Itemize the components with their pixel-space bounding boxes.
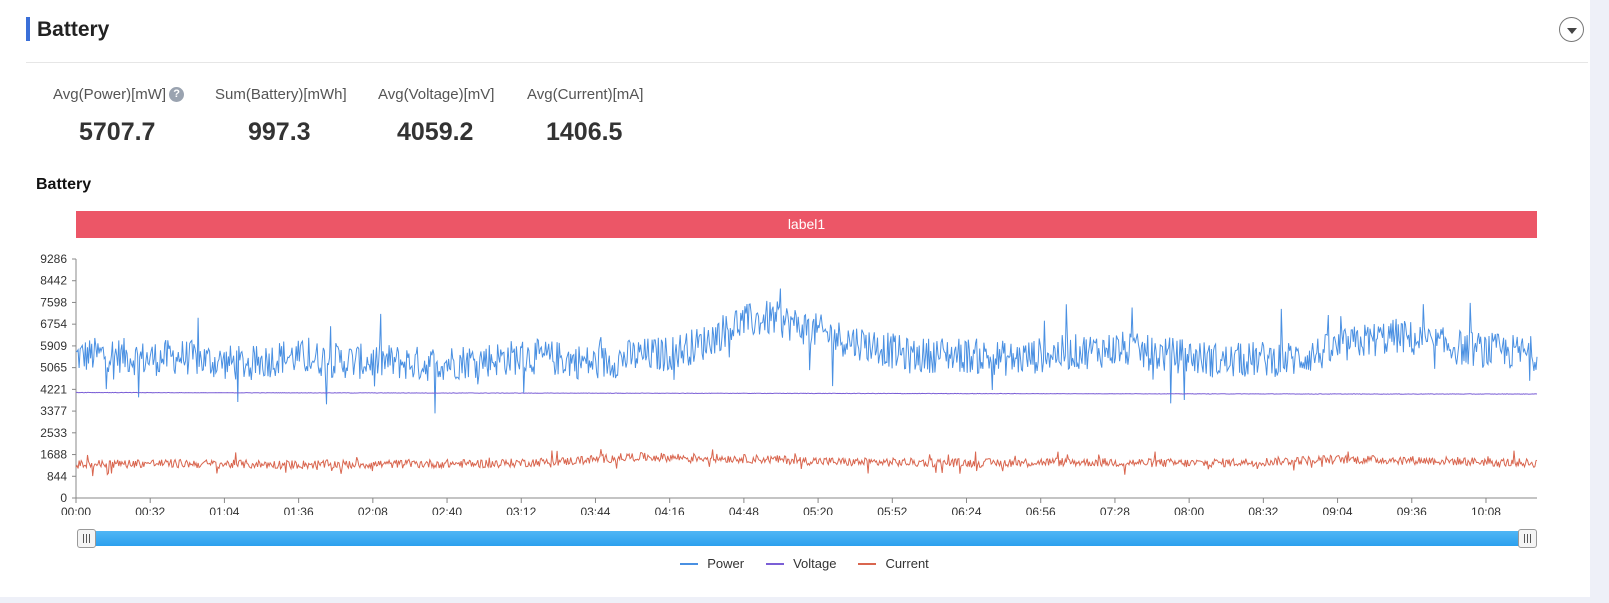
battery-line-chart[interactable]: 0 844 1688 2533 3377 4221 5065 5909 6754 7598 8442… bbox=[0, 245, 1609, 515]
y-tick-label: 6754 bbox=[40, 317, 67, 331]
y-tick-label: 7598 bbox=[40, 295, 67, 309]
help-icon[interactable]: ? bbox=[169, 86, 185, 102]
y-tick-label: 1688 bbox=[40, 448, 67, 462]
x-tick-label: 04:16 bbox=[655, 505, 685, 515]
metric-avg-current: Avg(Current)[mA] 1406.5 bbox=[527, 84, 644, 147]
legend-label: Current bbox=[885, 556, 929, 571]
series-line-power bbox=[75, 288, 1538, 414]
section-accent-bar bbox=[26, 17, 30, 41]
y-tick-label: 8442 bbox=[40, 274, 67, 288]
y-tick-label: 5909 bbox=[40, 339, 67, 353]
x-tick-label: 08:32 bbox=[1248, 505, 1278, 515]
metric-value: 4059.2 bbox=[397, 118, 474, 146]
legend-label: Power bbox=[707, 556, 745, 571]
metric-label: Avg(Current)[mA] bbox=[527, 85, 644, 103]
divider bbox=[26, 62, 1588, 63]
metric-value: 1406.5 bbox=[546, 118, 623, 146]
x-tick-label: 01:04 bbox=[209, 505, 239, 515]
metric-sum-battery: Sum(Battery)[mWh] 997.3 bbox=[215, 84, 347, 147]
legend-swatch bbox=[680, 562, 699, 565]
range-slider-track[interactable] bbox=[80, 531, 1533, 546]
x-tick-label: 00:32 bbox=[135, 505, 165, 515]
chart-legend: Power Voltage Current bbox=[0, 556, 1609, 571]
metric-label: Avg(Power)[mW] bbox=[53, 85, 167, 103]
x-tick-label: 03:12 bbox=[506, 505, 536, 515]
metric-label: Avg(Voltage)[mV] bbox=[378, 85, 495, 103]
metric-avg-power: Avg(Power)[mW]? 5707.7 bbox=[53, 84, 185, 146]
series-line-current bbox=[75, 449, 1538, 477]
range-slider-end-handle[interactable] bbox=[1518, 529, 1537, 548]
legend-item-voltage[interactable]: Voltage bbox=[766, 556, 836, 571]
x-tick-label: 08:00 bbox=[1174, 505, 1204, 515]
x-tick-label: 07:28 bbox=[1100, 505, 1130, 515]
metric-label: Sum(Battery)[mWh] bbox=[215, 85, 347, 103]
x-tick-label: 06:24 bbox=[951, 505, 981, 515]
label-band[interactable]: label1 bbox=[76, 211, 1537, 238]
collapse-button[interactable] bbox=[1559, 17, 1584, 42]
section-title: Battery bbox=[37, 18, 110, 41]
x-tick-label: 00:00 bbox=[61, 505, 91, 515]
y-tick-label: 2533 bbox=[40, 426, 67, 440]
legend-swatch bbox=[766, 562, 785, 565]
y-tick-label: 3377 bbox=[40, 404, 67, 418]
legend-label: Voltage bbox=[793, 556, 837, 571]
x-tick-label: 05:52 bbox=[877, 505, 907, 515]
chart-title: Battery bbox=[36, 176, 92, 193]
x-tick-label: 09:36 bbox=[1397, 505, 1427, 515]
x-tick-label: 09:04 bbox=[1323, 505, 1353, 515]
x-tick-label: 02:40 bbox=[432, 505, 462, 515]
legend-item-power[interactable]: Power bbox=[680, 556, 744, 571]
x-tick-label: 10:08 bbox=[1471, 505, 1501, 515]
y-tick-label: 9286 bbox=[40, 252, 67, 266]
x-tick-label: 01:36 bbox=[284, 505, 314, 515]
y-tick-label: 0 bbox=[60, 491, 67, 505]
metric-avg-voltage: Avg(Voltage)[mV] 4059.2 bbox=[378, 84, 495, 147]
y-tick-label: 844 bbox=[47, 469, 67, 483]
chevron-down-icon bbox=[1566, 27, 1577, 34]
x-tick-label: 04:48 bbox=[729, 505, 759, 515]
y-tick-label: 5065 bbox=[40, 361, 67, 375]
metric-value: 997.3 bbox=[248, 118, 311, 146]
legend-swatch bbox=[858, 562, 877, 565]
series-line-voltage bbox=[75, 391, 1538, 395]
x-tick-label: 02:08 bbox=[358, 505, 388, 515]
x-tick-label: 06:56 bbox=[1026, 505, 1056, 515]
battery-card: Battery Avg(Power)[mW]? 5707.7 Sum(Batte… bbox=[0, 0, 1590, 597]
y-tick-label: 4221 bbox=[40, 382, 67, 396]
range-slider-start-handle[interactable] bbox=[77, 529, 96, 548]
legend-item-current[interactable]: Current bbox=[858, 556, 929, 571]
x-tick-label: 05:20 bbox=[803, 505, 833, 515]
x-tick-label: 03:44 bbox=[580, 505, 610, 515]
metric-value: 5707.7 bbox=[79, 118, 156, 146]
